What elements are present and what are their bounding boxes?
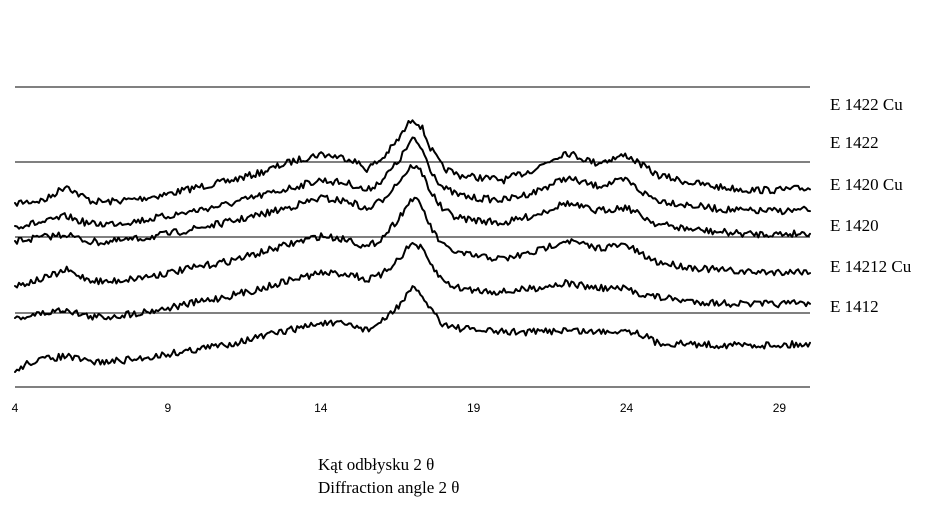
x-tick-label-4: 24 [620, 401, 634, 415]
series-label-4: E 14212 Cu [830, 257, 912, 276]
series-label-2: E 1420 Cu [830, 175, 903, 194]
x-tick-label-3: 19 [467, 401, 481, 415]
series-line-5 [14, 285, 811, 373]
series-label-0: E 1422 Cu [830, 95, 903, 114]
x-tick-label-5: 29 [773, 401, 787, 415]
series-label-5: E 1412 [830, 297, 879, 316]
series-labels: E 1422 Cu E 1422 E 1420 Cu E 1420 E 14212 Cu… [830, 95, 912, 316]
x-axis-title-line-2: Diffraction angle 2 θ [318, 478, 459, 497]
series-label-1: E 1422 [830, 133, 879, 152]
x-axis-title-line-1: Kąt odbłysku 2 θ [318, 455, 434, 474]
x-tick-label-2: 14 [314, 401, 328, 415]
series-lines [14, 119, 811, 373]
series-line-3 [14, 196, 811, 289]
x-tick-label-1: 9 [165, 401, 172, 415]
x-tick-label-0: 4 [12, 401, 19, 415]
series-line-2 [14, 164, 811, 247]
x-tick-labels: 4 9 14 19 24 29 [12, 401, 787, 415]
series-line-1 [14, 136, 811, 230]
series-line-0 [14, 119, 811, 207]
series-label-3: E 1420 [830, 216, 879, 235]
series-line-4 [14, 241, 811, 321]
